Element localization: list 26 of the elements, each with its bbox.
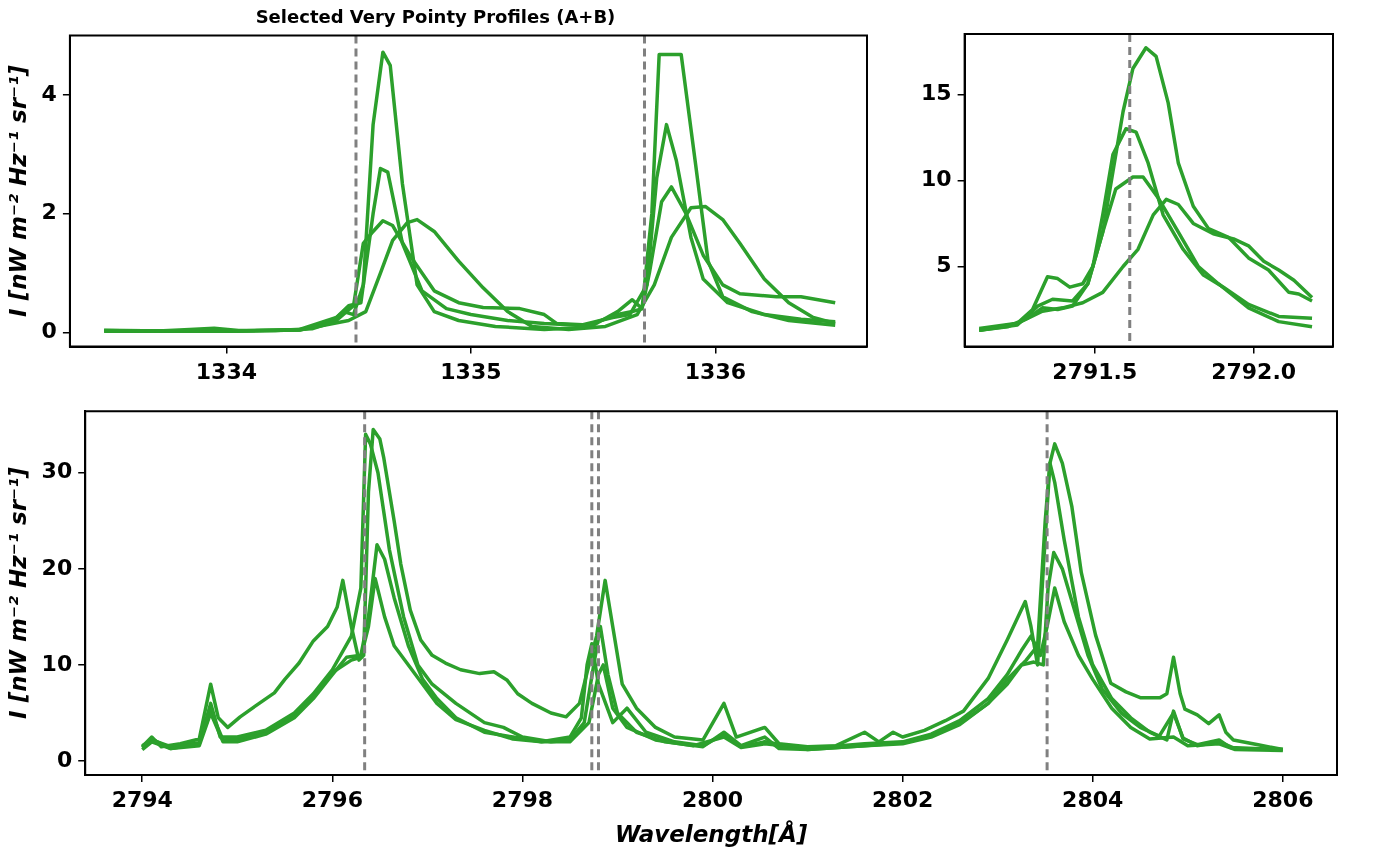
x-tick-label: 2806 [1252, 786, 1314, 812]
y-tick-label: 10 [41, 650, 73, 676]
x-tick-label: 2804 [1062, 786, 1124, 812]
y-tick-label: 2 [41, 199, 57, 225]
x-tick-label: 1334 [195, 358, 258, 384]
x-tick-label: 2796 [301, 786, 363, 812]
y-tick-label: 20 [41, 554, 73, 580]
y-tick-label: 15 [920, 80, 952, 105]
x-tick-label: 2791.5 [1052, 358, 1138, 384]
y-tick-label: 5 [936, 252, 952, 278]
x-tick-label: 2802 [872, 786, 934, 812]
x-tick-label: 1336 [684, 358, 747, 384]
y-tick-label: 4 [41, 80, 57, 106]
y-tick-label: 0 [41, 318, 57, 344]
y-tick-label: 30 [41, 458, 73, 484]
x-tick-label: 2794 [111, 786, 173, 812]
x-axis-title: Wavelength[Å] [614, 820, 808, 848]
x-tick-label: 2798 [491, 786, 554, 812]
y-tick-label: 10 [920, 166, 952, 192]
x-tick-label: 1335 [440, 358, 502, 384]
y-axis-title: I [nW m⁻² Hz⁻¹ sr⁻¹] [4, 466, 31, 719]
x-tick-label: 2800 [681, 786, 744, 812]
chart-title: Selected Very Pointy Profiles (A+B) [255, 6, 616, 28]
x-tick-label: 2792.0 [1211, 358, 1297, 384]
y-tick-label: 0 [56, 746, 73, 772]
y-axis-title: I [nW m⁻² Hz⁻¹ sr⁻¹] [4, 64, 31, 317]
